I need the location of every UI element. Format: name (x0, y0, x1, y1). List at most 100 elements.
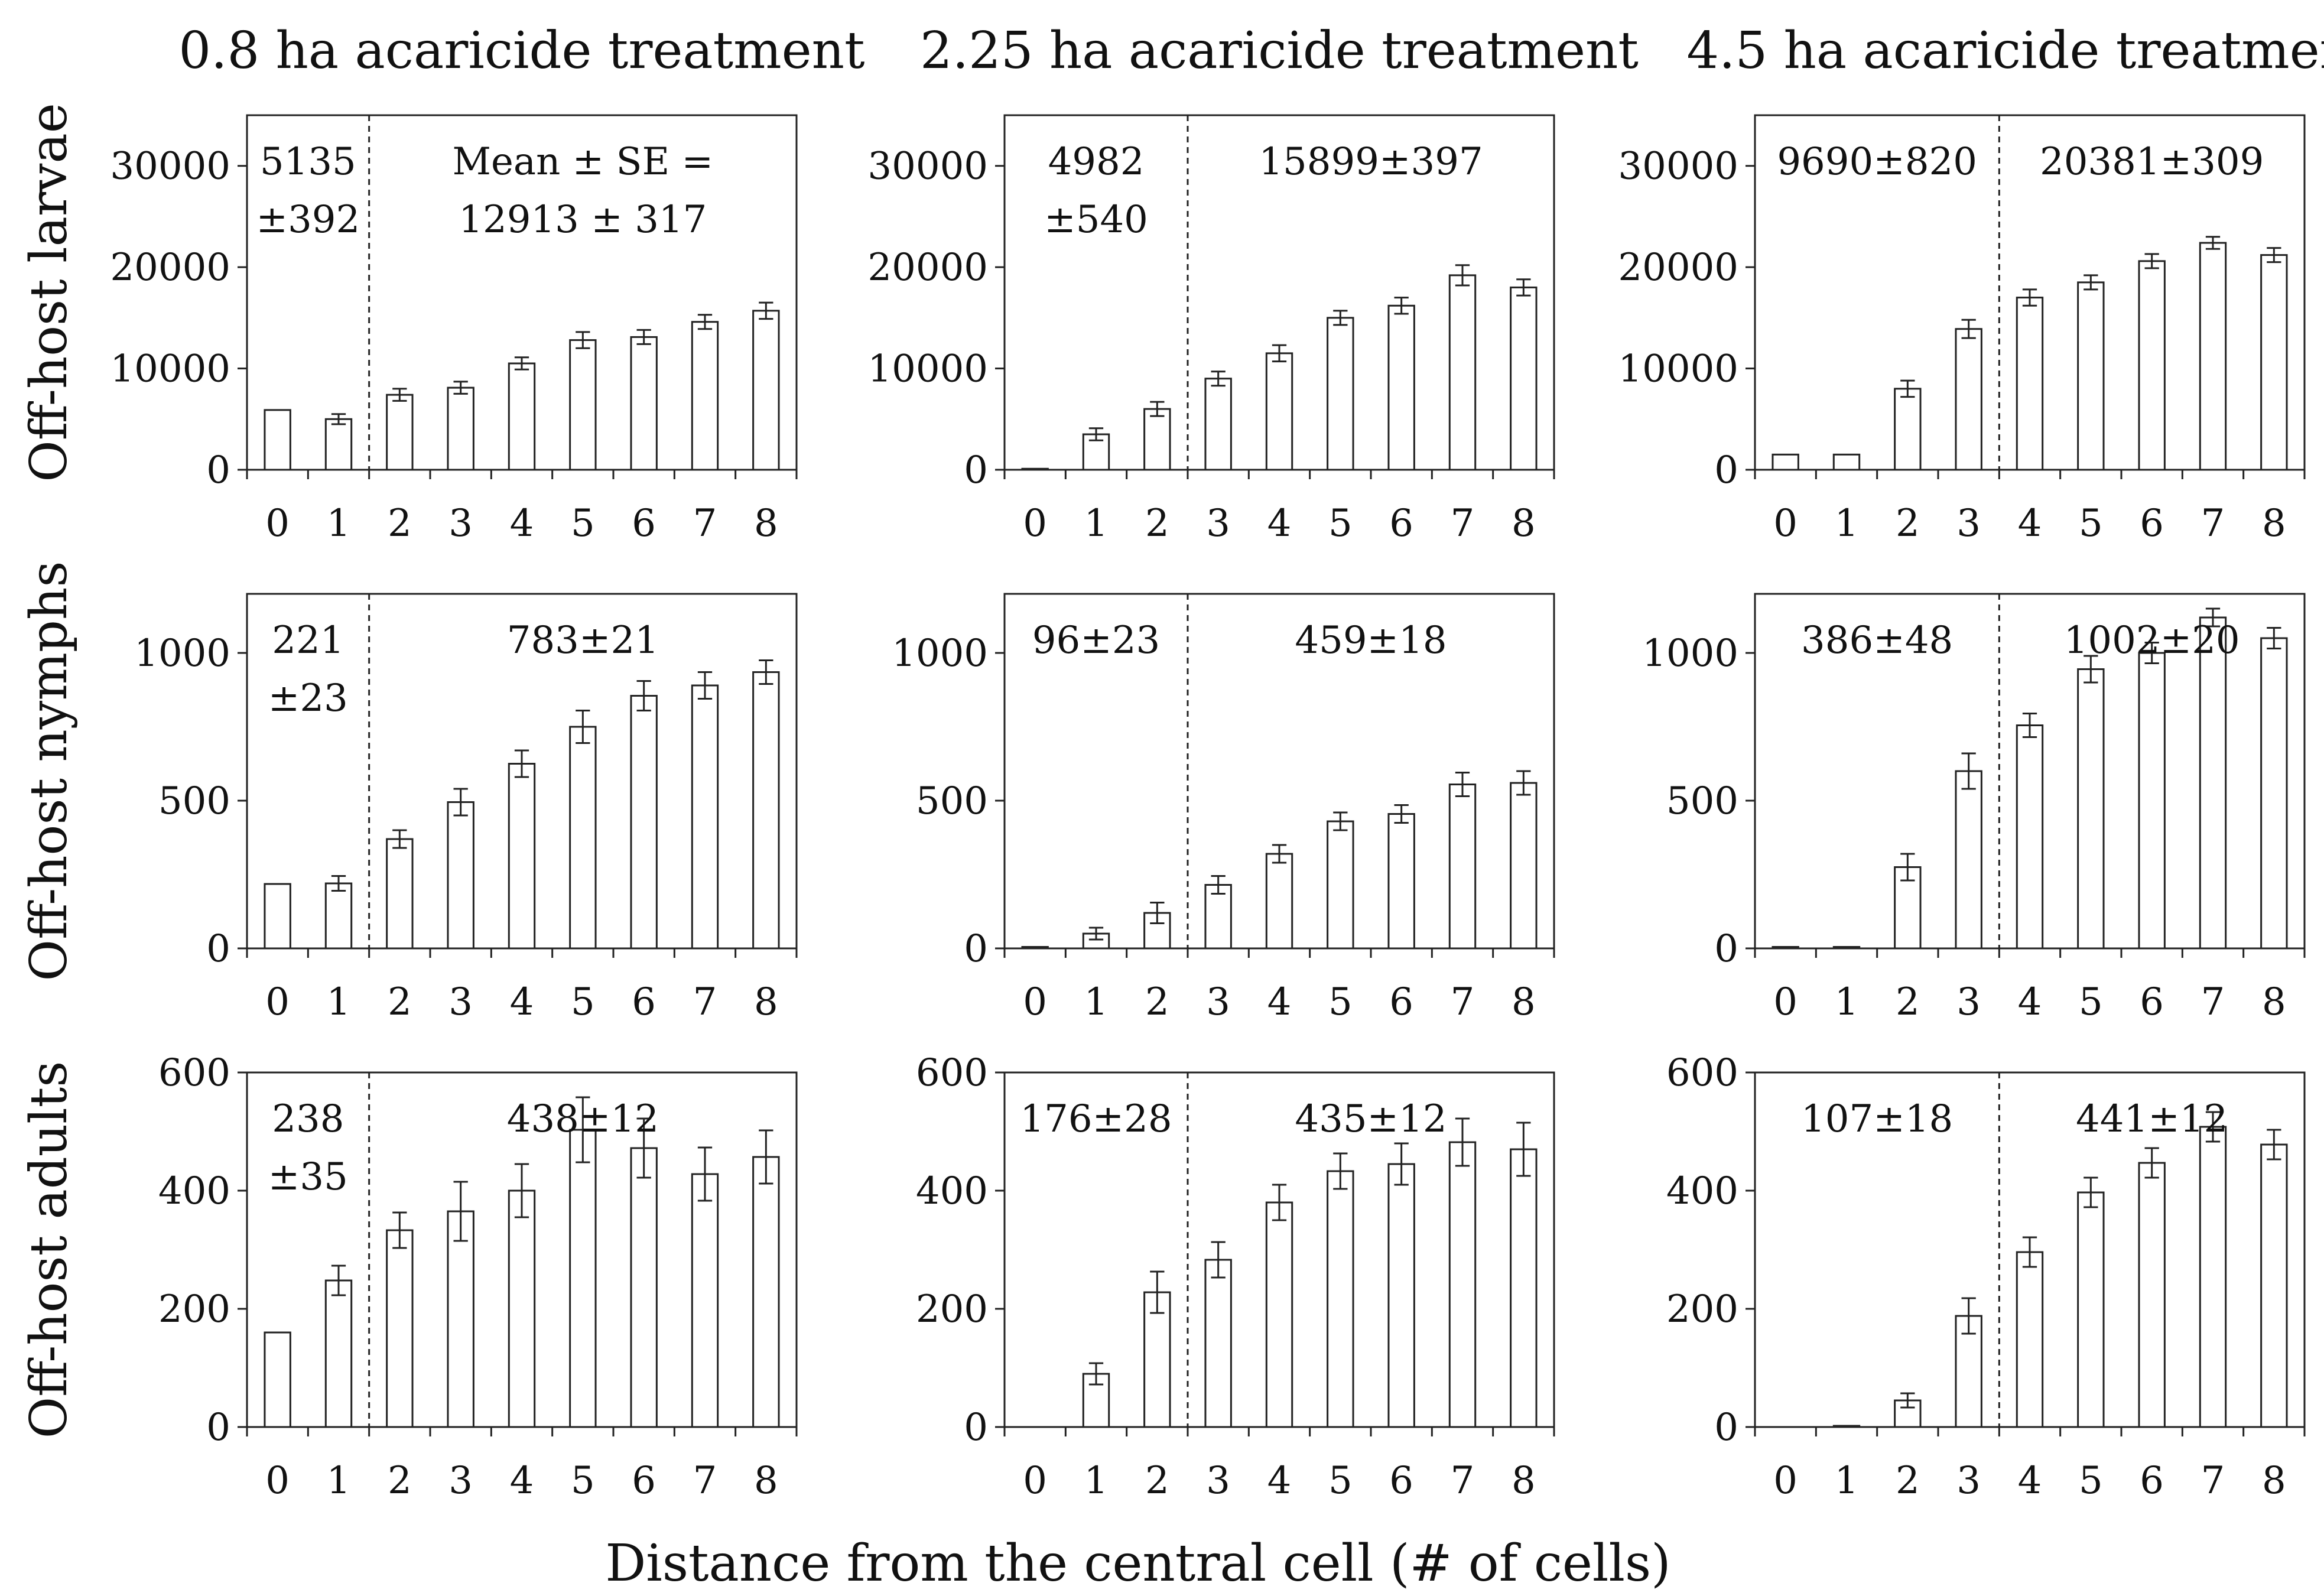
y-tick-label: 30000 (110, 145, 230, 188)
x-tick-label: 0 (1773, 1459, 1798, 1503)
x-tick-label: 4 (510, 980, 534, 1024)
x-tick-label: 6 (1389, 1459, 1413, 1503)
y-tick-label: 20000 (1618, 246, 1738, 290)
bar (508, 1189, 536, 1428)
column-titles: 0.8 ha acaricide treatment 2.25 ha acaric… (178, 21, 2324, 80)
x-tick-label: 6 (632, 980, 656, 1024)
x-tick-label: 5 (1328, 1459, 1353, 1503)
bar (691, 684, 719, 950)
x-tick-label: 1 (1835, 1459, 1859, 1503)
x-tick-label: 1 (1084, 1459, 1109, 1503)
x-tick-label: 4 (2018, 980, 2042, 1024)
x-tick-label: 8 (1512, 502, 1536, 545)
row-label: Off-host adults (19, 1061, 79, 1439)
x-tick-label: 5 (2079, 502, 2103, 545)
bar (2016, 297, 2044, 471)
x-tick-label: 8 (2262, 980, 2286, 1024)
bar (2077, 281, 2105, 471)
x-tick-label: 2 (1896, 502, 1920, 545)
y-tick-label: 0 (964, 927, 988, 971)
bar (630, 336, 658, 471)
x-tick-label: 2 (388, 980, 412, 1024)
y-tick-label: 600 (916, 1051, 988, 1095)
mean-se-annotation: 12913 ± 317 (459, 198, 707, 242)
mean-se-annotation: Mean ± SE = (453, 140, 714, 184)
bar (1265, 1201, 1293, 1428)
bar (569, 1129, 597, 1428)
y-tick-label: 200 (916, 1288, 988, 1331)
x-tick-label: 0 (265, 980, 290, 1024)
x-tick-label: 5 (2079, 1459, 2103, 1503)
bar (1387, 304, 1415, 471)
bar (569, 726, 597, 950)
x-tick-label: 1 (327, 502, 351, 545)
x-tick-label: 6 (632, 502, 656, 545)
bar (1955, 328, 1982, 471)
x-tick-label: 0 (265, 502, 290, 545)
bar (1772, 946, 1799, 950)
bar (2077, 668, 2105, 950)
mean-se-annotation: 96±23 (1032, 619, 1161, 662)
column-title: 2.25 ha acaricide treatment (920, 21, 1639, 80)
x-tick-label: 1 (1835, 502, 1859, 545)
bar (1265, 352, 1293, 471)
bar (324, 1279, 353, 1428)
y-tick-label: 20000 (110, 246, 230, 290)
bar (1510, 286, 1538, 471)
x-tick-label: 5 (1328, 502, 1353, 545)
x-tick-label: 8 (754, 1459, 778, 1503)
bar (1510, 1148, 1538, 1428)
mean-se-annotation: 221 (272, 619, 344, 662)
x-tick-label: 2 (1896, 980, 1920, 1024)
y-tick-label: 500 (916, 779, 988, 823)
bar (264, 409, 291, 471)
x-tick-label: 4 (1267, 502, 1292, 545)
bar (752, 310, 780, 471)
bar (2138, 652, 2166, 950)
x-tick-label: 8 (754, 502, 778, 545)
x-tick-label: 3 (1956, 980, 1981, 1024)
bar (1327, 1170, 1354, 1428)
bar (447, 801, 474, 950)
x-tick-label: 5 (571, 1459, 595, 1503)
x-tick-label: 7 (2201, 502, 2225, 545)
bar (1387, 1163, 1415, 1428)
bar (2138, 1162, 2166, 1428)
bar (2138, 260, 2166, 471)
bar (1204, 884, 1232, 950)
column-title: 4.5 ha acaricide treatment (1686, 21, 2324, 80)
y-tick-label: 0 (1714, 1406, 1738, 1449)
x-tick-label: 2 (1896, 1459, 1920, 1503)
x-tick-label: 0 (1023, 980, 1047, 1024)
bar (1448, 274, 1477, 471)
bar (447, 386, 474, 471)
x-tick-label: 8 (2262, 1459, 2286, 1503)
y-tick-label: 1000 (1642, 632, 1738, 675)
mean-se-annotation: 386±48 (1801, 619, 1953, 662)
bar (2199, 242, 2227, 471)
bar (1204, 1259, 1232, 1428)
x-tick-label: 7 (1451, 980, 1475, 1024)
x-tick-label: 8 (754, 980, 778, 1024)
x-tick-label: 3 (1206, 1459, 1230, 1503)
y-tick-label: 20000 (867, 246, 988, 290)
bar (508, 763, 536, 950)
bar (447, 1210, 474, 1428)
bar (324, 882, 353, 950)
y-tick-label: 0 (206, 1406, 230, 1449)
x-tick-label: 3 (448, 502, 473, 545)
mean-se-annotation: 435±12 (1295, 1097, 1447, 1141)
x-tick-label: 7 (2201, 980, 2225, 1024)
bar (752, 671, 780, 950)
row-label: Off-host larvae (19, 103, 79, 482)
y-tick-label: 0 (964, 448, 988, 492)
x-tick-label: 6 (2140, 980, 2164, 1024)
x-tick-label: 1 (1835, 980, 1859, 1024)
mean-se-annotation: 15899±397 (1259, 140, 1483, 184)
x-tick-label: 3 (448, 980, 473, 1024)
bar (1327, 317, 1354, 471)
